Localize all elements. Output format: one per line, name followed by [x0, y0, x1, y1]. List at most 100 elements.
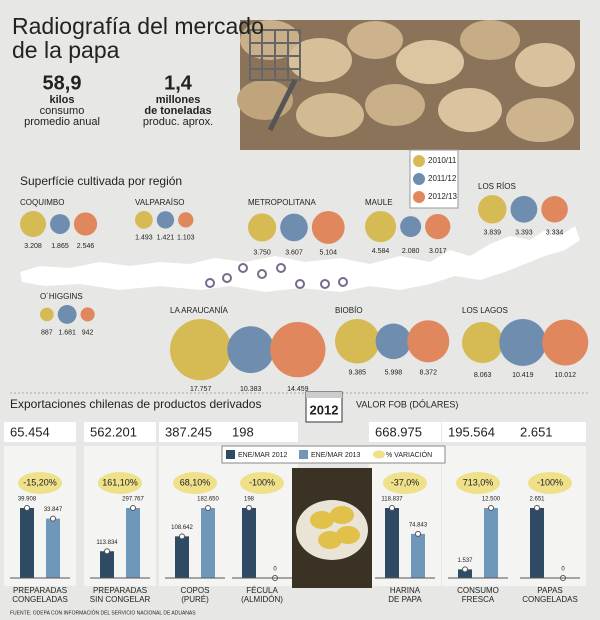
- potato: [506, 98, 574, 142]
- potato: [515, 43, 575, 87]
- bar-label: 2.651: [529, 497, 545, 503]
- bar-marker: [179, 533, 185, 540]
- bubble-label: 2.546: [77, 243, 95, 250]
- bubble-label: 1.421: [157, 235, 175, 242]
- product-name: COPOS: [181, 586, 210, 595]
- bar: [175, 536, 189, 578]
- bar-label: 297.767: [122, 497, 144, 503]
- bubble: [280, 213, 308, 242]
- legend-swatch: [413, 173, 425, 185]
- total-box: [369, 422, 441, 442]
- variation-badge: [383, 472, 427, 494]
- bar-label: 39.908: [18, 497, 37, 503]
- stat-text: kilos: [49, 94, 74, 106]
- bar-label: 182.650: [197, 497, 219, 503]
- bubble-label: 3.208: [24, 243, 42, 250]
- variation-badge: [18, 472, 62, 494]
- bar: [530, 508, 544, 578]
- bubble-label: 3.393: [515, 229, 533, 236]
- bar: [20, 508, 34, 578]
- variation: 68,10%: [180, 477, 211, 487]
- bar-label: 0: [561, 567, 565, 573]
- region-name: BIOBÍO: [335, 306, 363, 315]
- legend-label: 2011/12: [428, 174, 457, 183]
- legend-swatch: [373, 450, 385, 459]
- bubble-label: 1.865: [51, 243, 69, 250]
- bubble: [40, 307, 54, 322]
- panel: [226, 446, 298, 586]
- bubble: [425, 213, 451, 240]
- map-dot: [257, 269, 267, 279]
- bubble: [170, 319, 232, 381]
- bubble: [335, 319, 380, 364]
- region-name: METROPOLITANA: [248, 198, 317, 207]
- region-name: VALPARAÍSO: [135, 198, 185, 207]
- bar-label: 0: [273, 567, 277, 573]
- bar: [126, 508, 140, 578]
- bar-marker: [246, 505, 252, 511]
- stat-value: 58,9: [43, 72, 82, 94]
- product-name: PAPAS: [537, 586, 563, 595]
- bubble-label: 942: [82, 330, 94, 337]
- legend-label: 2010/11: [428, 156, 457, 165]
- total-box: [4, 422, 76, 442]
- potato: [296, 93, 364, 137]
- bubble: [407, 320, 450, 363]
- bar-marker: [462, 566, 468, 573]
- variation: -15,20%: [23, 477, 57, 487]
- total: 668.975: [375, 424, 422, 439]
- bubble: [462, 321, 504, 364]
- stat-value: 1,4: [164, 72, 193, 94]
- map-dot: [238, 263, 248, 273]
- legend-swatch: [413, 191, 425, 203]
- stat-text: de toneladas: [144, 105, 211, 117]
- bar: [46, 518, 60, 578]
- panel: [159, 446, 231, 586]
- stat-text: promedio anual: [24, 116, 100, 128]
- total: 198: [232, 424, 254, 439]
- legend-swatch: [299, 450, 308, 459]
- stat-text: consumo: [40, 105, 85, 117]
- bar: [100, 551, 114, 578]
- potato: [460, 20, 520, 60]
- region-name: LA ARAUCANÍA: [170, 306, 228, 315]
- map: [20, 226, 580, 292]
- region-name: O´HIGGINS: [40, 292, 83, 301]
- variation-badge: [173, 472, 217, 494]
- bubble-label: 4.584: [372, 248, 390, 255]
- bubble: [135, 211, 153, 229]
- variation-badge: [98, 472, 142, 494]
- bar-label: 108.642: [171, 525, 193, 531]
- bubble-label: 10.012: [555, 372, 577, 379]
- bubble-label: 8.372: [419, 369, 437, 376]
- legend-label: 2012/13: [428, 192, 457, 201]
- bubble-label: 3.750: [253, 250, 271, 257]
- bubble: [499, 319, 547, 366]
- region-name: LOS RÍOS: [478, 182, 516, 191]
- bar-marker: [488, 505, 494, 511]
- bubble: [478, 195, 507, 224]
- section-title: Exportaciones chilenas de productos deri…: [10, 397, 261, 411]
- variation-badge: [528, 472, 572, 494]
- bubble: [541, 195, 568, 223]
- bubble-label: 887: [41, 330, 53, 337]
- bar-marker: [130, 505, 136, 511]
- total-box: [84, 422, 156, 442]
- variation: -100%: [249, 477, 275, 487]
- bubble: [156, 211, 175, 229]
- potato: [310, 511, 334, 529]
- product-name: SIN CONGELAR: [90, 595, 151, 604]
- bar: [458, 569, 472, 578]
- product-name: CONSUMO: [457, 586, 499, 595]
- total-box: [226, 422, 298, 442]
- legend-label: % VARIACIÓN: [386, 450, 432, 459]
- bubble: [50, 214, 70, 234]
- product-name: CONGELADAS: [12, 595, 68, 604]
- title: Radiografía del mercado: [12, 13, 264, 39]
- variation: 713,0%: [463, 477, 494, 487]
- legend-swatch: [226, 450, 235, 459]
- bar-label: 74.843: [409, 522, 428, 528]
- potato: [365, 84, 425, 126]
- source: FUENTE: ODEPA CON INFORMACIÓN DEL SERVIC…: [10, 609, 196, 616]
